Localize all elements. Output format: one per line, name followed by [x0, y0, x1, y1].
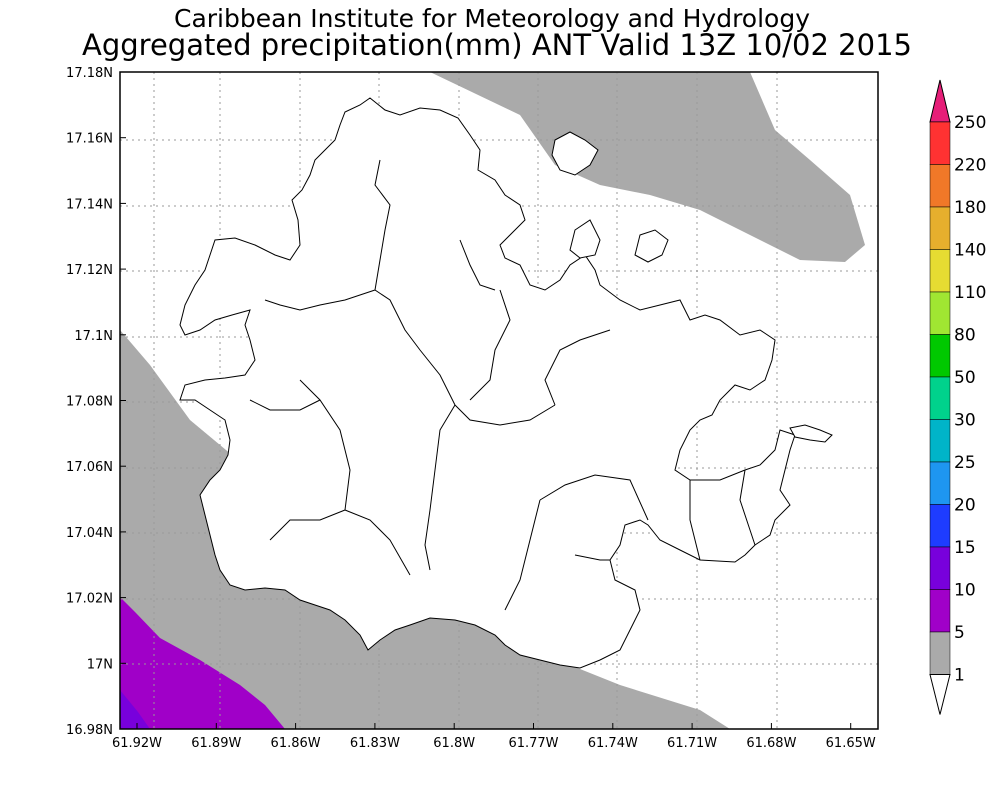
- x-tick-label: 61.86W: [271, 736, 321, 751]
- legend-color-swatch: [929, 589, 951, 633]
- island-northeast-peninsula: [569, 219, 601, 259]
- legend-label: 1: [954, 666, 965, 686]
- y-tick-label: 17.14N: [66, 197, 113, 212]
- legend-color-swatch: [929, 504, 951, 548]
- island-northeast-arm: [634, 229, 669, 263]
- island-north-islet: [551, 131, 599, 176]
- legend-label: 5: [954, 623, 965, 643]
- x-tick-label: 61.89W: [191, 736, 241, 751]
- legend-label: 15: [954, 538, 976, 558]
- color-legend: 250 220 180 140 110 80 50 30 25 20 15 10 5 1: [929, 79, 986, 715]
- y-tick-label: 17.04N: [66, 526, 113, 541]
- legend-label: 140: [954, 241, 986, 261]
- legend-color-swatch: [929, 206, 951, 250]
- legend-label: 10: [954, 581, 976, 601]
- x-tick-label: 61.71W: [667, 736, 717, 751]
- legend-label: 180: [954, 198, 986, 218]
- y-tick-label: 17.1N: [74, 329, 113, 344]
- island-east-islet: [789, 424, 833, 443]
- y-tick-label: 17N: [87, 657, 113, 672]
- legend-label: 50: [954, 368, 976, 388]
- title-line-1: Caribbean Institute for Meteorology and …: [174, 4, 810, 33]
- legend-color-swatch: [929, 249, 951, 293]
- parish-boundaries: [249, 159, 756, 611]
- y-tick-label: 17.02N: [66, 592, 113, 607]
- legend-color-swatch: [929, 334, 951, 378]
- legend-label: 80: [954, 326, 976, 346]
- legend-label: 110: [954, 283, 986, 303]
- x-tick-label: 61.83W: [350, 736, 400, 751]
- legend-label: 250: [954, 113, 986, 133]
- legend-label: 20: [954, 496, 976, 516]
- y-tick-label: 17.08N: [66, 395, 113, 410]
- y-tick-label: 17.12N: [66, 263, 113, 278]
- legend-bottom-triangle: [929, 674, 951, 715]
- y-tick-label: 17.16N: [66, 132, 113, 147]
- legend-color-swatch: [929, 631, 951, 675]
- y-tick-label: 17.18N: [66, 66, 113, 81]
- legend-color-swatch: [929, 376, 951, 420]
- legend-color-swatch: [929, 121, 951, 165]
- y-tick-label: 16.98N: [66, 723, 113, 738]
- legend-label: 25: [954, 453, 976, 473]
- y-axis: 17.18N 17.16N 17.14N 17.12N 17.1N 17.08N 17.06…: [66, 66, 126, 738]
- legend-color-swatch: [929, 546, 951, 590]
- x-tick-label: 61.8W: [433, 736, 475, 751]
- x-tick-label: 61.65W: [826, 736, 876, 751]
- legend-color-swatch: [929, 419, 951, 463]
- legend-color-swatch: [929, 164, 951, 208]
- legend-color-swatch: [929, 291, 951, 335]
- plot-area: [119, 71, 879, 730]
- x-tick-label: 61.74W: [588, 736, 638, 751]
- x-axis: 61.92W 61.89W 61.86W 61.83W 61.8W 61.77W 61.74…: [112, 723, 876, 751]
- precip-region-southwest: [120, 330, 730, 729]
- y-tick-label: 17.06N: [66, 460, 113, 475]
- precip-region-5-10mm: [120, 597, 285, 729]
- x-tick-label: 61.92W: [112, 736, 162, 751]
- title-line-2: Aggregated precipitation(mm) ANT Valid 1…: [82, 28, 912, 62]
- legend-label: 220: [954, 156, 986, 176]
- precip-region-northeast: [430, 72, 865, 262]
- legend-label: 30: [954, 411, 976, 431]
- legend-top-triangle: [929, 79, 951, 123]
- x-tick-label: 61.77W: [508, 736, 558, 751]
- x-tick-label: 61.68W: [746, 736, 796, 751]
- precip-region-10-15mm: [120, 690, 150, 729]
- legend-color-swatch: [929, 461, 951, 505]
